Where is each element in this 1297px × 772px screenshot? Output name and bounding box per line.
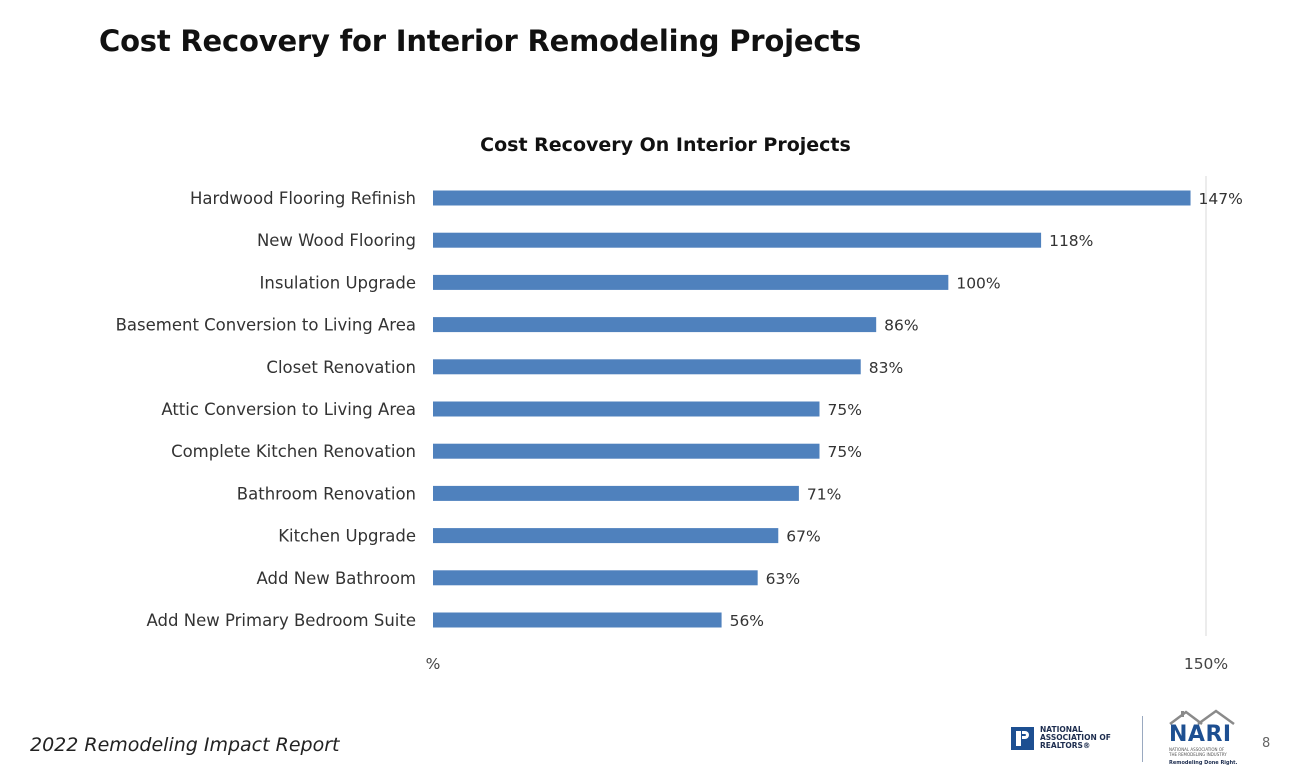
category-label: Kitchen Upgrade bbox=[278, 527, 416, 546]
value-label: 86% bbox=[884, 317, 918, 335]
bar-10 bbox=[433, 612, 722, 628]
value-label: 71% bbox=[807, 485, 841, 503]
category-label: Hardwood Flooring Refinish bbox=[190, 189, 416, 208]
nari-logo-text: NARI bbox=[1169, 722, 1232, 747]
bar-6 bbox=[433, 443, 820, 459]
bar-1 bbox=[433, 232, 1042, 248]
house-roof-icon bbox=[1169, 709, 1235, 726]
bar-8 bbox=[433, 528, 779, 544]
nari-logo: NARI NATIONAL ASSOCIATION OF THE REMODEL… bbox=[1168, 708, 1238, 768]
value-label: 118% bbox=[1049, 232, 1093, 250]
x-tick-label: 150% bbox=[1184, 655, 1228, 673]
bar-5 bbox=[433, 401, 820, 417]
chart-labels: Hardwood Flooring Refinish 147% New Wood F… bbox=[116, 189, 1243, 673]
value-label: 75% bbox=[828, 401, 862, 419]
value-label: 83% bbox=[869, 359, 903, 377]
page-number: 8 bbox=[1262, 736, 1271, 751]
page-title: Cost Recovery for Interior Remodeling Pr… bbox=[99, 24, 862, 58]
value-label: 56% bbox=[730, 612, 764, 630]
nari-logo-subtext: NATIONAL ASSOCIATION OF THE REMODELING I… bbox=[1169, 747, 1227, 757]
nar-logo-text: NATIONAL ASSOCIATION OF REALTORS® bbox=[1040, 725, 1111, 750]
chart-title: Cost Recovery On Interior Projects bbox=[480, 134, 851, 156]
category-label: Closet Renovation bbox=[266, 358, 416, 377]
category-label: Attic Conversion to Living Area bbox=[161, 400, 416, 419]
category-label: New Wood Flooring bbox=[257, 231, 416, 250]
chart-bars bbox=[433, 190, 1191, 628]
nar-logo: NATIONAL ASSOCIATION OF REALTORS® bbox=[1011, 726, 1111, 750]
logos: NATIONAL ASSOCIATION OF REALTORS® NARI N… bbox=[1008, 706, 1240, 768]
report-footer: 2022 Remodeling Impact Report bbox=[30, 734, 340, 756]
bar-2 bbox=[433, 274, 949, 290]
category-label: Insulation Upgrade bbox=[260, 273, 416, 292]
bar-0 bbox=[433, 190, 1191, 206]
bar-9 bbox=[433, 570, 758, 586]
value-label: 67% bbox=[786, 528, 820, 546]
category-label: Basement Conversion to Living Area bbox=[116, 316, 416, 335]
category-label: Bathroom Renovation bbox=[237, 484, 416, 503]
logo-divider bbox=[1142, 716, 1143, 762]
bar-chart: Hardwood Flooring Refinish 147% New Wood F… bbox=[116, 176, 1243, 673]
bar-7 bbox=[433, 485, 799, 501]
value-label: 75% bbox=[828, 443, 862, 461]
category-label: Add New Primary Bedroom Suite bbox=[147, 611, 416, 630]
bar-4 bbox=[433, 359, 861, 375]
realtor-r-icon bbox=[1011, 726, 1034, 750]
x-tick-label: % bbox=[426, 655, 441, 673]
value-label: 100% bbox=[956, 274, 1000, 292]
category-label: Add New Bathroom bbox=[257, 569, 416, 588]
bar-3 bbox=[433, 317, 877, 333]
value-label: 147% bbox=[1199, 190, 1243, 208]
value-label: 63% bbox=[766, 570, 800, 588]
category-label: Complete Kitchen Renovation bbox=[171, 442, 416, 461]
nari-logo-tagline: Remodeling Done Right. bbox=[1169, 760, 1238, 766]
